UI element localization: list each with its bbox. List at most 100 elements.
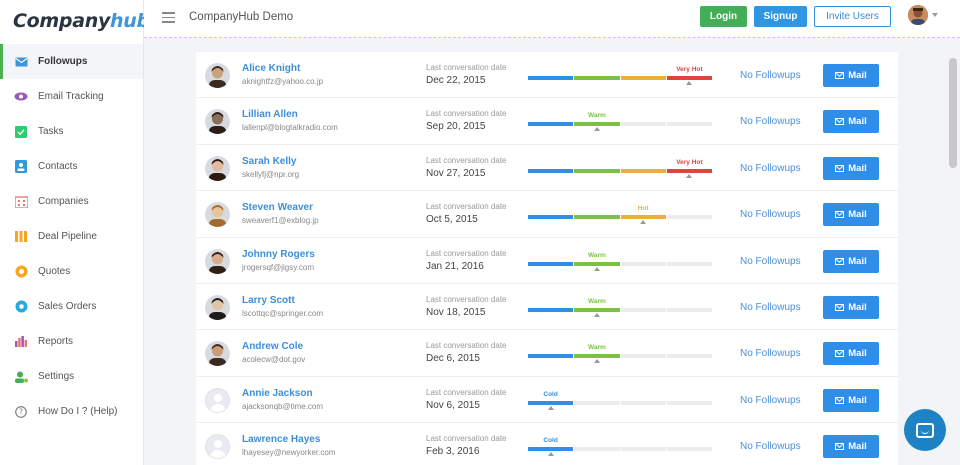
mail-button[interactable]: Mail (823, 295, 879, 319)
scroll-thumb[interactable] (949, 58, 957, 168)
contact-name-link[interactable]: Alice Knight (242, 63, 301, 74)
mail-button-label: Mail (848, 394, 867, 406)
bar-chart-icon (14, 335, 28, 349)
triangle-up-icon (686, 81, 693, 85)
hamburger-menu-icon[interactable] (162, 12, 175, 23)
followups-status[interactable]: No Followups (740, 255, 801, 267)
triangle-up-icon (547, 452, 554, 457)
contact-name-link[interactable]: Steven Weaver (242, 202, 313, 214)
followups-status[interactable]: No Followups (740, 348, 801, 360)
heat-bar (528, 122, 712, 127)
mail-button[interactable]: Mail (823, 156, 879, 180)
sidebar-item-companies[interactable]: Companies (0, 184, 143, 219)
envelope-icon (835, 443, 845, 451)
heat-bar-segment (620, 122, 666, 127)
contact-card-icon (14, 160, 28, 174)
chevron-down-icon[interactable] (932, 13, 938, 17)
mail-button-label: Mail (848, 301, 867, 313)
last-conversation-date: Sep 20, 2015 (426, 121, 486, 133)
heat-bar-segment (620, 354, 666, 359)
contact-email: lscottqc@springer.com (242, 308, 324, 318)
contact-name-link[interactable]: Lawrence Hayes (242, 434, 321, 446)
sidebar-item-sales-orders[interactable]: Sales Orders (0, 289, 143, 324)
last-conversation-date: Jan 21, 2016 (426, 260, 484, 272)
heat-bar-segment (620, 168, 666, 173)
heat-label: Warm (587, 297, 606, 305)
last-conversation-date: Oct 5, 2015 (426, 214, 478, 226)
contact-name-link[interactable]: Lillian Allen (242, 109, 298, 121)
table-row: Annie Jackson ajacksonqb@time.com Last con… (196, 377, 898, 424)
followups-status[interactable]: No Followups (740, 394, 801, 406)
invite-users-button[interactable]: Invite Users (814, 6, 891, 27)
contact-name-link[interactable]: Larry Scott (242, 294, 295, 306)
eye-icon (14, 90, 28, 104)
heat-bar (528, 447, 712, 452)
sidebar-item-contacts[interactable]: Contacts (0, 149, 143, 184)
table-row: Sarah Kelly skellyfj@npr.org Last conversa… (196, 145, 898, 192)
triangle-up-icon (686, 173, 693, 178)
mail-button-label: Mail (848, 348, 867, 360)
triangle-up-icon (547, 405, 554, 410)
avatar (205, 109, 230, 135)
heat-bar-segment (666, 76, 712, 80)
table-row: Steven Weaver sweaverf1@exblog.jp Last con… (196, 191, 898, 238)
contact-name-link[interactable]: Andrew Cole (242, 341, 304, 353)
heat-bar-segment (528, 261, 574, 266)
followups-status[interactable]: No Followups (740, 70, 801, 81)
followups-status[interactable]: No Followups (740, 209, 801, 221)
mail-button-label: Mail (848, 162, 867, 174)
heat-bar-segment (666, 261, 712, 266)
question-icon: ? (14, 405, 28, 419)
login-button[interactable]: Login (700, 6, 747, 27)
mail-button-label: Mail (848, 70, 867, 81)
contact-email: sweaverf1@exblog.jp (242, 216, 319, 226)
sidebar-item-reports[interactable]: Reports (0, 324, 143, 359)
mail-button[interactable]: Mail (823, 435, 879, 459)
heat-bar-segment (620, 447, 666, 452)
sidebar: Companyhub Followups Email Tracking Tasks C… (0, 0, 150, 465)
sidebar-nav: Followups Email Tracking Tasks Contacts Comp… (0, 44, 143, 429)
sidebar-item-label: Contacts (38, 161, 78, 172)
followups-status[interactable]: No Followups (740, 116, 801, 128)
chat-launcher-button[interactable] (904, 409, 946, 451)
mail-button[interactable]: Mail (823, 64, 879, 87)
followups-status[interactable]: No Followups (740, 301, 801, 313)
app-logo[interactable]: Companyhub (13, 10, 150, 32)
avatar (205, 155, 230, 181)
sidebar-item-how-do-i-help[interactable]: ? How Do I ? (Help) (0, 394, 143, 429)
scrollbar[interactable] (944, 38, 960, 465)
heat-bar-segment (574, 215, 620, 220)
last-conversation-label: Last conversation date (426, 387, 507, 397)
sidebar-item-label: Reports (38, 336, 74, 347)
contact-name-link[interactable]: Annie Jackson (242, 387, 313, 399)
sidebar-item-quotes[interactable]: Quotes (0, 254, 143, 289)
sidebar-item-deal-pipeline[interactable]: Deal Pipeline (0, 219, 143, 254)
contact-name-link[interactable]: Sarah Kelly (242, 155, 297, 167)
heat-label: Warm (587, 112, 606, 120)
last-conversation-date: Feb 3, 2016 (426, 446, 480, 458)
mail-button[interactable]: Mail (823, 110, 879, 134)
sidebar-item-tasks[interactable]: Tasks (0, 114, 143, 149)
sidebar-item-followups[interactable]: Followups (0, 44, 143, 79)
mail-button[interactable]: Mail (823, 388, 879, 412)
followups-status[interactable]: No Followups (740, 441, 801, 453)
mail-button[interactable]: Mail (823, 203, 879, 227)
mail-button[interactable]: Mail (823, 249, 879, 273)
signup-button[interactable]: Signup (754, 6, 807, 27)
heat-bar-segment (620, 76, 666, 80)
sidebar-item-settings[interactable]: Settings (0, 359, 143, 394)
avatar (205, 341, 230, 367)
heat-bar-segment (528, 447, 574, 452)
last-conversation-label: Last conversation date (426, 294, 507, 304)
user-avatar[interactable] (908, 5, 928, 25)
sidebar-item-email-tracking[interactable]: Email Tracking (0, 79, 143, 114)
followups-status[interactable]: No Followups (740, 162, 801, 174)
heat-label: Cold (543, 437, 558, 445)
heat-bar-segment (528, 400, 574, 405)
contact-email: aknightfz@yahoo.co.jp (242, 77, 324, 86)
envelope-icon (835, 257, 845, 265)
pipeline-icon (14, 230, 28, 244)
contact-name-link[interactable]: Johnny Rogers (242, 248, 315, 260)
heat-label: Very Hot (676, 66, 703, 73)
mail-button[interactable]: Mail (823, 342, 879, 366)
